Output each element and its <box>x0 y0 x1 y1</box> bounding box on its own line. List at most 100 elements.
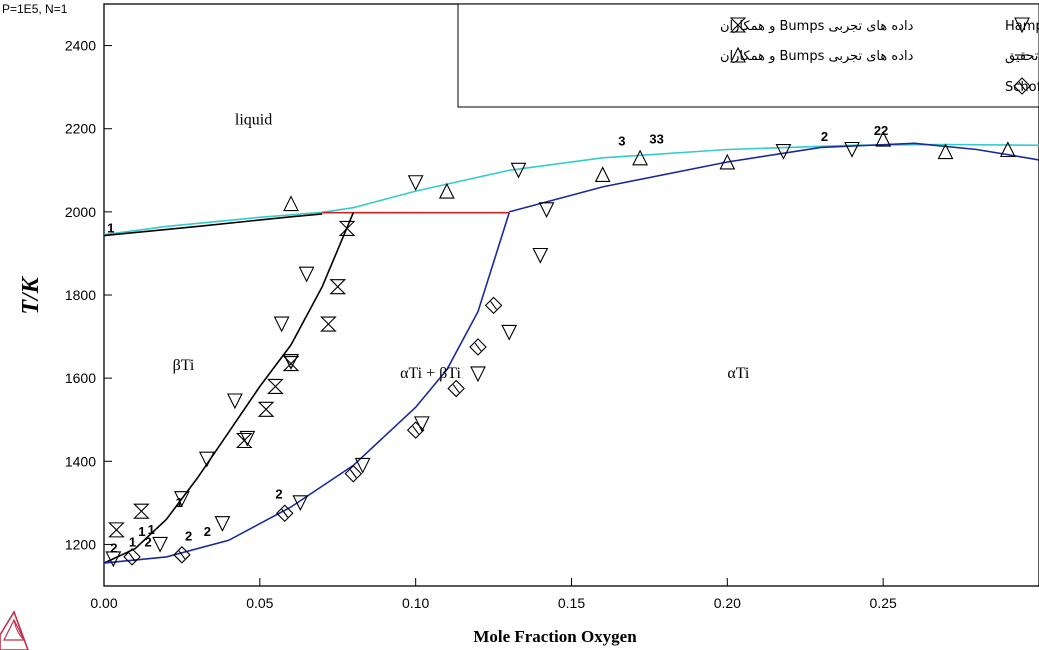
corner-note: P=1E5, N=1 <box>2 2 68 16</box>
point-label-2: 1 <box>129 535 136 550</box>
point-label-3: 1 <box>138 524 145 539</box>
marker-up-triangle-6 <box>937 143 954 160</box>
marker-diamond-4 <box>406 421 425 439</box>
marker-hourglass-6 <box>329 279 347 295</box>
boundary-line-liquid-beta <box>103 213 323 237</box>
point-label-8: 2 <box>204 524 211 539</box>
legend-symbol-diamond-4 <box>1013 77 1031 95</box>
legend-symbol-up-triangle-3 <box>730 46 746 63</box>
x-tick-label-2: 0.10 <box>402 595 429 611</box>
marker-hourglass-7 <box>320 316 337 332</box>
point-label-4: 2 <box>145 535 152 550</box>
marker-hourglass-2 <box>267 378 284 395</box>
marker-hourglass-4 <box>235 432 253 449</box>
point-label-7: 2 <box>185 528 192 543</box>
marker-down-triangle-1 <box>152 536 168 553</box>
marker-down-triangle-11 <box>354 457 371 474</box>
point-label-0: 1 <box>107 221 114 236</box>
x-tick-label-1: 0.05 <box>246 595 273 611</box>
x-tick-label-5: 0.25 <box>870 595 897 611</box>
region-labels: liquid βTi αTi + βTi αTi <box>173 112 750 383</box>
point-label-6: 1 <box>176 495 183 510</box>
region-label-3: αTi <box>727 365 750 382</box>
region-label-0: liquid <box>235 112 272 129</box>
marker-down-triangle-6 <box>273 316 290 333</box>
legend-label-0: محاسبه شده توسط Hampl [۸] <box>1005 19 1039 34</box>
marker-up-triangle-4 <box>719 153 736 170</box>
marker-down-triangle-18 <box>510 162 527 179</box>
y-tick-label-2: 1600 <box>65 370 96 386</box>
marker-down-triangle-20 <box>844 141 860 158</box>
point-label-1: 2 <box>110 541 117 556</box>
marker-diamond-3 <box>344 464 363 483</box>
point-label-12: 2 <box>821 129 828 144</box>
phase-boundary-lines <box>103 142 1039 564</box>
legend-symbol-hourglass-1 <box>729 17 747 33</box>
marker-diamond-5 <box>447 379 465 398</box>
marker-down-triangle-21 <box>283 353 299 370</box>
x-tick-label-0: 0.00 <box>90 595 117 611</box>
marker-down-triangle-12 <box>414 416 430 433</box>
y-tick-label-6: 2400 <box>65 38 96 54</box>
legend-label-4: داده های تجربی Bacon و Schofield <box>1005 80 1039 95</box>
thermo-calc-logo-icon <box>0 610 29 650</box>
marker-up-triangle-0 <box>283 195 299 212</box>
y-tick-label-4: 2000 <box>65 204 96 220</box>
legend-label-3: داده های تجربی Bumps و همکاران <box>720 49 914 64</box>
marker-down-triangle-2 <box>174 491 190 507</box>
marker-hourglass-0 <box>108 522 125 538</box>
x-axis-ticks: 0.00 0.05 0.10 0.15 0.20 0.25 <box>90 578 897 611</box>
region-label-2: αTi + βTi <box>400 365 461 382</box>
legend-label-1: داده های تجربی Bumps و همکاران <box>720 19 914 34</box>
x-axis-title: Mole Fraction Oxygen <box>473 627 637 646</box>
x-tick-label-3: 0.15 <box>558 595 585 611</box>
point-label-5: 1 <box>148 522 155 537</box>
marker-down-triangle-19 <box>775 144 792 160</box>
marker-diamond-7 <box>484 296 503 315</box>
marker-down-triangle-8 <box>298 266 315 283</box>
marker-down-triangle-9 <box>214 516 231 532</box>
marker-down-triangle-0 <box>105 551 122 568</box>
x-tick-label-4: 0.20 <box>714 595 741 611</box>
boundary-line-beta-transus <box>103 212 355 564</box>
marker-down-triangle-15 <box>532 247 549 264</box>
y-axis-title: T/K <box>18 275 44 314</box>
marker-hourglass-1 <box>133 503 150 519</box>
point-label-13: 22 <box>874 123 888 138</box>
legend-box <box>457 3 1039 108</box>
marker-down-triangle-13 <box>470 366 486 383</box>
marker-down-triangle-14 <box>501 324 518 341</box>
point-label-10: 3 <box>618 133 625 148</box>
point-label-11: 33 <box>649 131 663 146</box>
marker-hourglass-3 <box>257 401 275 417</box>
marker-up-triangle-7 <box>999 141 1016 158</box>
data-markers <box>105 130 1016 568</box>
point-label-9: 2 <box>275 487 282 502</box>
marker-up-triangle-2 <box>594 166 611 182</box>
marker-diamond-2 <box>275 504 294 523</box>
y-tick-label-3: 1800 <box>65 287 96 303</box>
legend-label-2: محاسبه شده در این تحقیق <box>1005 49 1039 64</box>
marker-diamond-6 <box>469 338 487 356</box>
marker-down-triangle-5 <box>239 430 256 447</box>
marker-up-triangle-3 <box>632 149 648 166</box>
marker-down-triangle-17 <box>407 175 424 191</box>
y-tick-label-0: 1200 <box>65 536 96 552</box>
y-tick-label-5: 2200 <box>65 121 96 137</box>
marker-down-triangle-10 <box>292 495 309 512</box>
region-label-1: βTi <box>173 357 195 374</box>
marker-diamond-0 <box>123 548 141 566</box>
legend: محاسبه شده توسط Hampl [۸] داده های تجربی … <box>457 3 1039 108</box>
marker-up-triangle-1 <box>438 182 455 199</box>
boundary-line-solidus <box>508 142 1039 213</box>
marker-diamond-1 <box>173 546 191 564</box>
marker-up-triangle-5 <box>875 130 892 147</box>
marker-down-triangle-3 <box>198 451 215 468</box>
legend-symbol-down-triangle-0 <box>1014 17 1030 34</box>
y-tick-label-1: 1400 <box>65 453 96 469</box>
marker-hourglass-8 <box>282 356 300 372</box>
marker-down-triangle-16 <box>538 202 555 219</box>
marker-down-triangle-4 <box>227 393 243 410</box>
